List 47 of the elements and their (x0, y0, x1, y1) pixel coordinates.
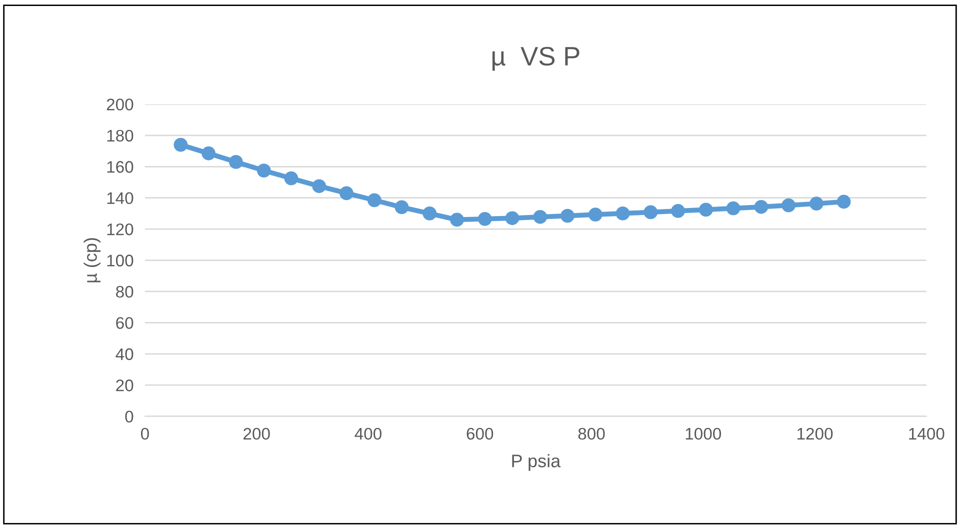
y-tick-label: 180 (107, 130, 134, 142)
x-tick-label: 0 (140, 428, 149, 440)
x-tick-label: 600 (466, 428, 494, 440)
point (671, 204, 685, 218)
chart-title: µ VS P (492, 46, 580, 71)
x-tick-label: 1200 (798, 428, 833, 440)
point (698, 202, 713, 217)
x-tick-label: 1400 (909, 428, 944, 440)
point (174, 138, 188, 152)
y-tick-label: 160 (107, 161, 134, 173)
point (644, 205, 658, 220)
point (533, 210, 548, 224)
point (202, 146, 216, 160)
y-tick-label: 20 (116, 380, 134, 392)
point (478, 212, 492, 226)
point (284, 171, 298, 186)
y-tick-label: 200 (106, 98, 134, 110)
point (588, 208, 602, 222)
y-tick-label: 40 (116, 348, 134, 360)
y-axis-title: µ (cp) (84, 238, 100, 282)
point (754, 200, 768, 214)
y-tick-label: 140 (107, 192, 134, 204)
point (726, 201, 740, 216)
x-axis-title: P psia (512, 454, 561, 471)
y-tick-label: 80 (116, 286, 134, 298)
point (505, 211, 520, 226)
point (228, 155, 243, 169)
y-tick-label: 60 (116, 317, 134, 329)
point (312, 179, 326, 194)
point (367, 193, 382, 208)
x-tick-label: 1000 (686, 428, 722, 440)
y-tick-label: 120 (107, 223, 134, 236)
point (809, 196, 824, 211)
point (616, 206, 630, 220)
point (782, 198, 796, 212)
x-tick-label: 200 (244, 428, 270, 440)
x-tick-label: 400 (354, 428, 382, 440)
point (450, 212, 464, 227)
point (340, 186, 354, 200)
y-tick-label: 100 (107, 254, 134, 266)
point (422, 206, 437, 220)
point (394, 200, 409, 214)
point (256, 164, 271, 178)
x-tick-label: 800 (578, 428, 605, 440)
point (560, 208, 574, 223)
point (836, 194, 851, 209)
y-tick-label: 0 (125, 410, 134, 423)
